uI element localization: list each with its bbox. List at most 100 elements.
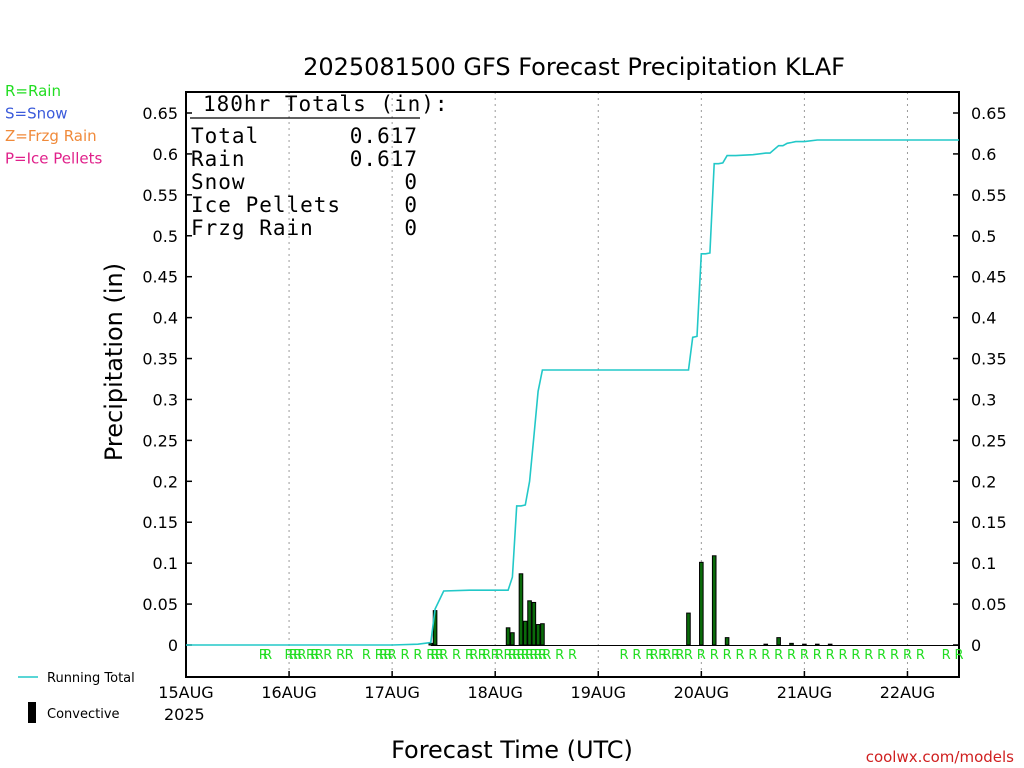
convective-bars	[428, 555, 959, 646]
totals-row-value: 0.617	[350, 147, 418, 171]
precip-type-label: R	[362, 648, 371, 663]
precip-type-label: R	[620, 648, 629, 663]
precip-type-label: R	[864, 648, 873, 663]
totals-row-label: Rain	[191, 147, 246, 171]
precip-type-label: R	[508, 648, 517, 663]
precip-type-label: R	[761, 648, 770, 663]
x-tick-label: 16AUG	[261, 683, 316, 702]
plot-border	[185, 91, 960, 678]
series-legend: Running Total Convective	[18, 671, 135, 723]
legend-item: S=Snow	[5, 105, 68, 123]
convective-bar	[518, 573, 524, 646]
precip-type-label: R	[538, 648, 547, 663]
precip-type-label: R	[800, 648, 809, 663]
precip-type-label: R	[877, 648, 886, 663]
x-tick-label: 20AUG	[674, 683, 729, 702]
y-tick-label-right: 0.05	[971, 595, 1007, 614]
y-tick-label-left: 0.1	[153, 554, 178, 573]
precip-type-label: R	[748, 648, 757, 663]
y-tick-label-right: 0.45	[971, 268, 1007, 287]
precip-type-label: R	[555, 648, 564, 663]
precip-type-label: R	[697, 648, 706, 663]
precip-type-label: R	[315, 648, 324, 663]
precip-type-label: R	[723, 648, 732, 663]
convective-bar	[531, 601, 537, 646]
legend-item: P=Ice Pellets	[5, 150, 102, 168]
precip-type-label: R	[658, 648, 667, 663]
y-tick-label-left: 0	[168, 636, 178, 655]
x-axis: 15AUG 16AUG 17AUG 18AUG 19AUG 20AUG 21AUG 22AUG	[158, 671, 935, 702]
x-tick-label: 21AUG	[777, 683, 832, 702]
precip-type-label: R	[491, 648, 500, 663]
precip-type-label: R	[542, 648, 551, 663]
x-tick-label: 19AUG	[571, 683, 626, 702]
y-tick-label-right: 0.15	[971, 513, 1007, 532]
legend-label: Running Total	[47, 671, 135, 686]
convective-bar	[686, 612, 691, 646]
precip-type-label: R	[504, 648, 513, 663]
watermark-link[interactable]: coolwx.com/models	[866, 748, 1014, 766]
precip-type-label: R	[512, 648, 521, 663]
y-tick-label-right: 0.3	[971, 390, 996, 409]
y-tick-label-left: 0.6	[153, 145, 178, 164]
convective-bar	[789, 642, 794, 646]
totals-row-value: 0	[404, 193, 418, 217]
precip-type-label: R	[521, 648, 530, 663]
precip-type-label: R	[435, 648, 444, 663]
chart-title: 2025081500 GFS Forecast Precipitation KL…	[303, 53, 845, 81]
totals-row-label: Total	[191, 124, 259, 148]
convective-bar	[522, 620, 528, 646]
totals-row-label: Ice Pellets	[191, 193, 341, 217]
precip-type-label: R	[662, 648, 671, 663]
y-tick-label-right: 0.35	[971, 350, 1007, 369]
precip-type-label: R	[851, 648, 860, 663]
precip-type-label: R	[916, 648, 925, 663]
precip-type-legend: R=Rain S=Snow Z=Frzg Rain P=Ice Pellets	[5, 82, 102, 168]
legend-item: R=Rain	[5, 82, 61, 100]
precip-type-label: R	[525, 648, 534, 663]
y-tick-label-left: 0.45	[142, 268, 178, 287]
y-tick-label-left: 0.55	[142, 186, 178, 205]
convective-bar	[527, 600, 532, 646]
precip-type-label: R	[375, 648, 384, 663]
precip-type-label: R	[903, 648, 912, 663]
y-tick-label-right: 0.4	[971, 309, 996, 328]
convective-bar	[776, 637, 781, 646]
precip-type-label: R	[787, 648, 796, 663]
y-tick-label-left: 0.5	[153, 227, 178, 246]
precip-type-label: R	[383, 648, 392, 663]
precip-type-label: R	[710, 648, 719, 663]
precip-type-label: R	[297, 648, 306, 663]
running-total-line	[186, 139, 959, 646]
x-tick-label: 17AUG	[364, 683, 419, 702]
convective-bar	[699, 561, 704, 646]
totals-box: 180hr Totals (in): Total 0.617 Rain 0.617 Sno…	[190, 92, 448, 240]
precip-type-label: R	[263, 648, 272, 663]
precip-type-label: R	[650, 648, 659, 663]
running-total-polyline	[186, 139, 959, 646]
plot-frame	[185, 91, 960, 678]
convective-bar	[535, 624, 541, 646]
x-tick-label: 15AUG	[158, 683, 213, 702]
convective-bar	[505, 627, 511, 646]
y-tick-label-left: 0.35	[142, 350, 178, 369]
precip-type-label: R	[826, 648, 835, 663]
legend-bar-swatch	[28, 702, 36, 723]
precip-type-label: R	[345, 648, 354, 663]
precip-type-label: R	[289, 648, 298, 663]
y-axis-label: Precipitation (in)	[100, 263, 128, 461]
convective-bar	[510, 632, 515, 646]
precip-type-label: R	[259, 648, 268, 663]
totals-row-label: Frzg Rain	[191, 216, 314, 240]
totals-row-value: 0	[404, 170, 418, 194]
x-axis-year-label: 2025	[164, 705, 205, 724]
y-tick-label-left: 0.25	[142, 431, 178, 450]
y-tick-label-right: 0.65	[971, 104, 1007, 123]
totals-row-value: 0	[404, 216, 418, 240]
convective-bar	[711, 555, 717, 646]
y-tick-label-right: 0.6	[971, 145, 996, 164]
y-tick-label-left: 0.15	[142, 513, 178, 532]
precip-type-label: R	[534, 648, 543, 663]
y-tick-label-right: 0.1	[971, 554, 996, 573]
